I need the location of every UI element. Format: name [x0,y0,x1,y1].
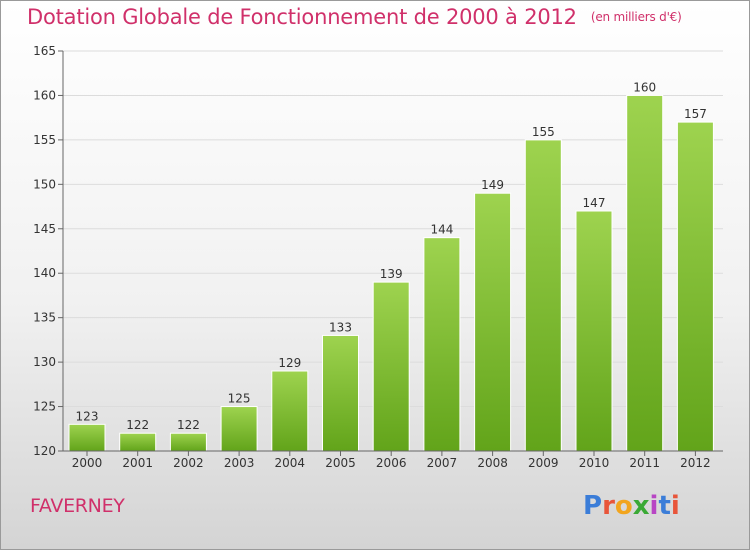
data-label: 139 [380,267,403,281]
y-tick-label: 130 [33,355,56,369]
bar-2006 [372,281,410,452]
y-tick-label: 140 [33,266,56,280]
data-label: 157 [684,107,707,121]
logo-letter: t [658,491,671,521]
data-label: 122 [126,418,149,432]
data-label: 147 [583,196,606,210]
data-label: 155 [532,125,555,139]
proxiti-logo[interactable]: Proxiti [583,491,680,521]
data-label: 125 [228,392,251,406]
y-tick-label: 165 [33,44,56,58]
x-tick-label: 2003 [224,456,255,470]
data-label: 160 [633,80,656,94]
bar-2004 [271,370,309,452]
y-tick-label: 160 [33,88,56,102]
x-tick-label: 2009 [528,456,559,470]
x-tick-label: 2010 [579,456,610,470]
logo-letter: P [583,491,603,521]
bar-2007 [423,237,461,452]
x-tick-label: 2012 [680,456,711,470]
x-tick-label: 2000 [72,456,103,470]
commune-name: FAVERNEY [30,495,125,517]
logo-letter: r [602,491,615,521]
bar-2009 [524,139,562,452]
y-tick-label: 155 [33,133,56,147]
bar-2012 [676,121,714,452]
x-axis-ticks: 2000 2001 2002 2003 2004 2005 2006 2007 2008 2009… [72,451,711,470]
y-tick-label: 145 [33,222,56,236]
y-tick-label: 120 [33,444,56,458]
y-tick-label: 125 [33,400,56,414]
bar-2008 [474,192,512,452]
data-label: 129 [278,356,301,370]
bar-2005 [322,334,359,452]
y-tick-label: 150 [33,177,56,191]
data-label: 149 [481,178,504,192]
chart-title-text: Dotation Globale de Fonctionnement de 20… [27,5,577,29]
bar-2010 [575,210,613,452]
chart-title-unit: (en milliers d'€) [590,10,682,24]
data-label: 122 [177,418,200,432]
logo-letter: x [632,491,650,521]
x-tick-label: 2006 [376,456,407,470]
y-axis-ticks: 120 125 130 135 140 145 150 155 160 165 [33,44,63,458]
axes [62,51,723,452]
x-tick-label: 2002 [173,456,204,470]
x-tick-label: 2011 [629,456,660,470]
bar-2001 [119,432,157,452]
data-label: 133 [329,320,352,334]
data-label: 123 [76,409,99,423]
x-tick-label: 2004 [275,456,306,470]
data-label: 144 [430,223,453,237]
chart-title: Dotation Globale de Fonctionnement de 20… [27,5,682,29]
y-tick-label: 135 [33,311,56,325]
x-tick-label: 2001 [122,456,153,470]
bar-2011 [626,94,664,452]
bars [68,94,714,452]
logo-letter: o [614,491,633,521]
bar-2000 [68,423,106,452]
logo-letter: i [649,491,659,521]
bar-2003 [220,406,258,452]
x-tick-label: 2005 [325,456,356,470]
logo-letter: i [670,491,680,521]
data-labels: 123 122 122 125 129 133 139 144 149 155 147 160 157 [76,80,707,432]
x-tick-label: 2008 [477,456,508,470]
bar-2002 [169,432,207,452]
x-tick-label: 2007 [427,456,458,470]
